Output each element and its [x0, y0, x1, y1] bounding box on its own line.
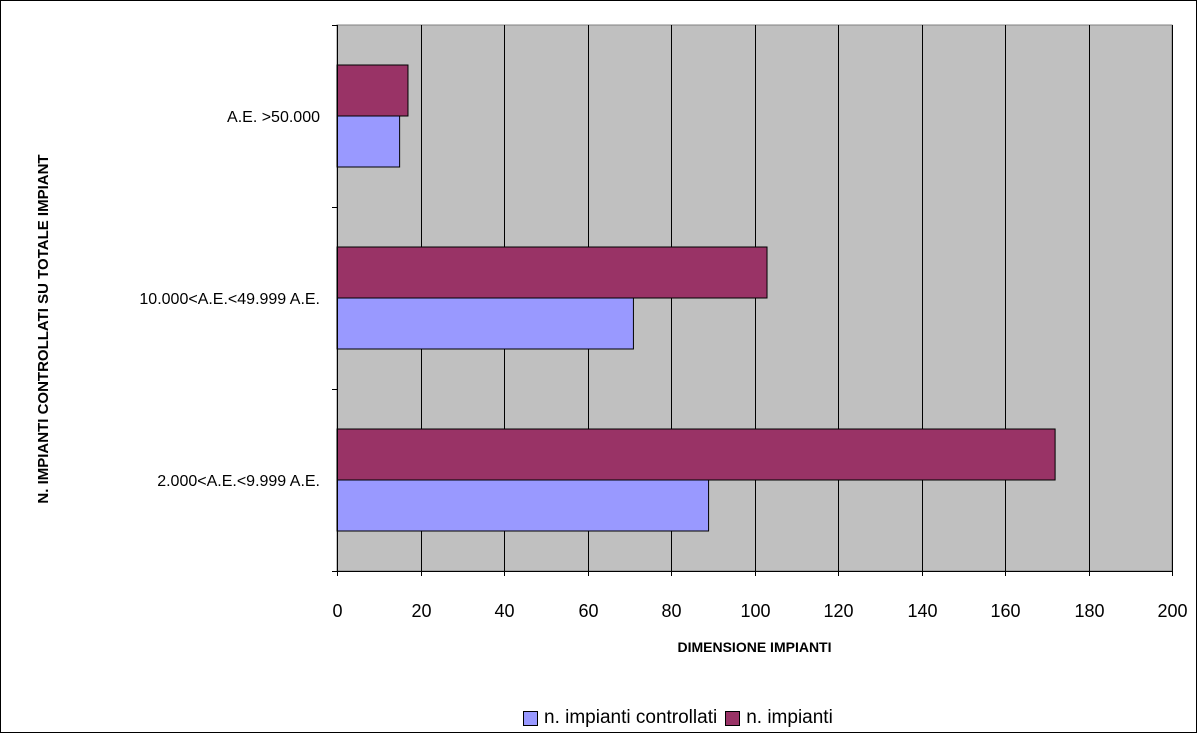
bar-controllati-1	[336, 297, 634, 350]
category-label-0: A.E. >50.000	[227, 109, 320, 126]
bar-impianti-1	[336, 246, 768, 299]
bar-impianti-2	[336, 428, 1056, 481]
legend-label-impianti: n. impianti	[746, 707, 833, 728]
y-axis-title: N. IMPIANTI CONTROLLATI SU TOTALE IMPIAN…	[35, 154, 52, 503]
x-tick-label-60: 60	[578, 601, 598, 621]
x-tick-label-40: 40	[494, 601, 514, 621]
x-tick-label-100: 100	[740, 601, 770, 621]
category-label-1: 10.000<A.E.<49.999 A.E.	[139, 291, 320, 308]
legend-swatch-impianti	[725, 710, 741, 726]
legend-label-controllati: n. impianti controllati	[544, 707, 718, 728]
category-label-2: 2.000<A.E.<9.999 A.E.	[157, 473, 320, 490]
x-tick-label-200: 200	[1157, 601, 1187, 621]
x-tick-label-140: 140	[907, 601, 937, 621]
x-tick-label-180: 180	[1074, 601, 1104, 621]
bar-controllati-2	[336, 479, 710, 532]
x-tick-label-120: 120	[823, 601, 853, 621]
x-tick-label-80: 80	[661, 601, 681, 621]
legend-item-controllati: n. impianti controllati	[523, 707, 717, 729]
x-tick-label-160: 160	[990, 601, 1020, 621]
legend-item-impianti: n. impianti	[725, 707, 833, 729]
x-tick-label-0: 0	[332, 601, 342, 621]
x-axis-title: DIMENSIONE IMPIANTI	[677, 639, 831, 655]
x-tick-label-20: 20	[411, 601, 431, 621]
legend: n. impianti controllati n. impianti	[523, 707, 841, 729]
legend-swatch-controllati	[523, 710, 538, 726]
bar-impianti-0	[336, 64, 409, 117]
bar-controllati-0	[336, 115, 401, 168]
